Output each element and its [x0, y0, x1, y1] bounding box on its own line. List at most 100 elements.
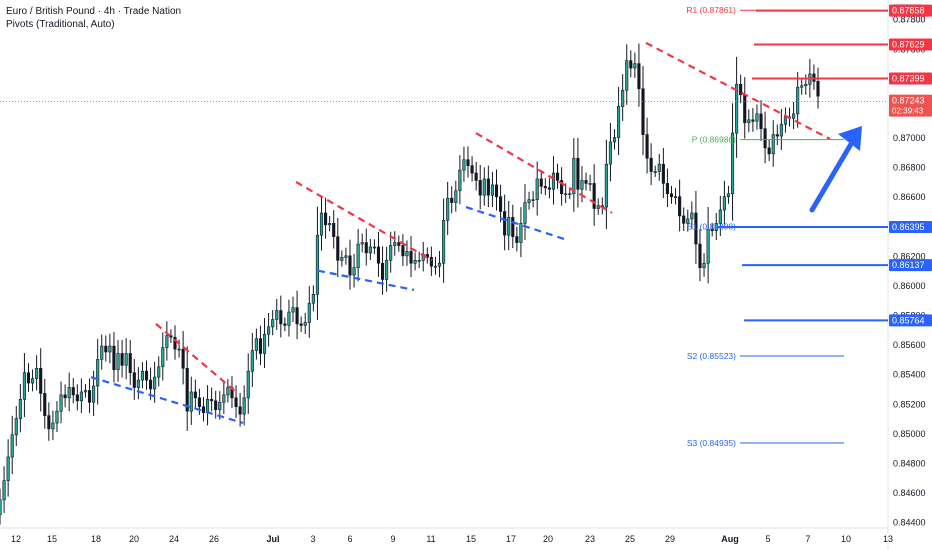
candle-down [592, 183, 596, 209]
candle-up [218, 401, 222, 410]
candle-down [499, 196, 503, 212]
candle-up [319, 212, 324, 236]
candles [0, 43, 820, 525]
candle-up [405, 251, 409, 257]
candle-up [507, 217, 511, 236]
candle-up [771, 134, 775, 155]
resistance-label-text: 0.87629 [892, 40, 925, 50]
candle-down [429, 257, 433, 267]
candle-down [193, 391, 197, 399]
candle-up [222, 394, 226, 403]
candle-down [71, 387, 75, 396]
candle-up [303, 322, 307, 326]
candle-down [775, 134, 779, 137]
candle-up [22, 372, 26, 400]
candle-up [356, 243, 360, 268]
candle-down [743, 94, 747, 124]
overlays: R1 (0.87861) P (0.86986) S1 (0.86398) S2 (0… [0, 5, 888, 448]
candle-up [730, 132, 735, 195]
candle-down [380, 262, 385, 280]
candle-down [494, 184, 499, 198]
x-tick-label: 3 [310, 534, 315, 544]
candle-up [246, 370, 250, 399]
candle-up [580, 180, 584, 190]
candle-up [779, 123, 783, 137]
candle-up [686, 218, 690, 224]
support-label-text: 0.86395 [892, 222, 925, 232]
candle-up [442, 220, 446, 264]
candle-up [747, 119, 751, 124]
candle-down [104, 345, 108, 353]
candle-up [287, 311, 291, 326]
candle-up [328, 223, 332, 226]
candle-up [657, 163, 661, 172]
candle-up [242, 397, 246, 415]
x-tick-label: 25 [625, 534, 635, 544]
candle-down [258, 338, 263, 354]
candle-up [612, 137, 617, 143]
candle-down [661, 163, 665, 184]
y-tick-label: 0.86000 [893, 281, 926, 291]
candle-down [739, 84, 743, 95]
candle-up [372, 246, 376, 249]
trendline-resistance [645, 41, 831, 141]
candle-up [633, 63, 637, 69]
candle-up [490, 184, 494, 196]
candle-down [584, 180, 588, 184]
resistance-label-box [889, 72, 932, 85]
candle-down [478, 180, 482, 196]
candle-up [519, 223, 523, 243]
candle-down [26, 372, 31, 384]
candle-down [649, 157, 653, 172]
support-label-text: 0.85764 [892, 315, 925, 325]
candle-up [718, 209, 722, 224]
trendline-resistance [295, 180, 433, 262]
candle-up [59, 394, 63, 412]
y-tick-label: 0.86200 [893, 251, 926, 261]
candle-down [210, 399, 214, 402]
chart-header: Euro / British Pound · 4h · Trade Nation… [6, 5, 181, 31]
candle-down [173, 336, 177, 350]
candle-down [555, 172, 560, 181]
candle-down [645, 134, 649, 159]
candle-down [397, 242, 401, 246]
candle-down [120, 353, 124, 366]
current-price-label-box [889, 94, 932, 117]
candle-down [470, 165, 474, 174]
trendline-support [465, 206, 567, 241]
candle-down [763, 128, 767, 149]
support-label-text: 0.86137 [892, 260, 925, 270]
candle-up [262, 333, 267, 354]
candle-up [804, 84, 808, 87]
indicator-label[interactable]: Pivots (Traditional, Auto) [6, 19, 115, 30]
candle-up [755, 113, 759, 122]
x-tick-label: 20 [543, 534, 553, 544]
candle-up [714, 223, 718, 232]
candle-down [149, 379, 153, 390]
candle-down [560, 180, 564, 195]
candle-up [30, 378, 35, 384]
y-tick-label: 0.85000 [893, 429, 926, 439]
candle-up [18, 399, 22, 419]
candle-down [63, 394, 67, 399]
candle-up [340, 257, 344, 261]
candle-up [360, 242, 364, 245]
candle-down [669, 193, 674, 198]
countdown-text: 02:39:43 [892, 107, 924, 116]
candle-up [116, 353, 120, 371]
candle-down [698, 243, 702, 268]
candle-up [205, 399, 210, 413]
resistance-label-text: 0.87858 [892, 6, 925, 16]
candle-up [291, 307, 295, 313]
candle-up [35, 367, 39, 379]
x-tick-label: 24 [169, 534, 179, 544]
candle-up [307, 302, 311, 323]
y-tick-label: 0.85200 [893, 399, 926, 409]
candle-down [547, 187, 551, 190]
x-tick-label: 17 [506, 534, 516, 544]
x-tick-label: 5 [765, 534, 770, 544]
candle-up [177, 348, 181, 351]
candle-up [393, 242, 397, 246]
x-tick-label: 11 [426, 534, 435, 544]
